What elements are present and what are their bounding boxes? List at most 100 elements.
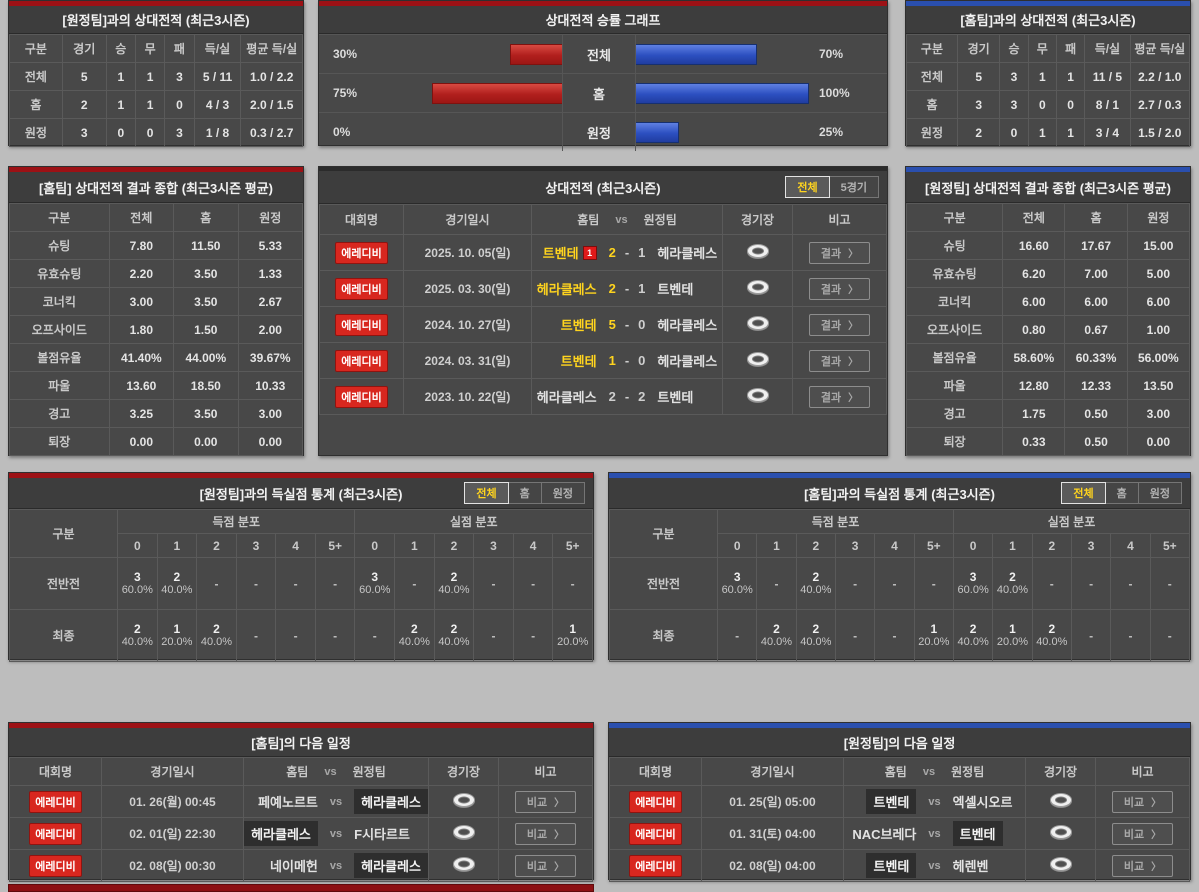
dist-cell: - xyxy=(512,609,554,662)
dist-cell: - xyxy=(1149,609,1191,662)
stadium-icon[interactable] xyxy=(1048,824,1074,844)
row-label: 볼점유율 xyxy=(9,343,110,372)
panel-title: [원정팀]과의 득실점 통계 (최근3시즌) xyxy=(199,486,403,502)
cell: 15.00 xyxy=(1126,231,1191,260)
panel-top-border xyxy=(319,167,887,171)
tab-전체[interactable]: 전체 xyxy=(464,482,509,504)
chevron-right-icon: 〉 xyxy=(554,830,565,841)
cell: 11 / 5 xyxy=(1084,62,1131,91)
column-header: 비고 xyxy=(792,204,887,235)
schedule_home-table: 대회명 경기일시 홈팀 vs 원정팀 경기장 비고 에레디비 01. 26(월) 00:45 페예… xyxy=(9,757,593,882)
column-header: 5+ xyxy=(314,533,356,558)
schedule-row: 에레디비 01. 26(월) 00:45 페예노르트 vs 헤라클레스 비교 〉 xyxy=(9,785,593,818)
tab-5경기[interactable]: 5경기 xyxy=(828,176,879,198)
date-cell: 01. 25(일) 05:00 xyxy=(701,785,844,818)
dist-cell: - xyxy=(1070,557,1112,610)
note-button[interactable]: 비교 〉 xyxy=(514,854,577,877)
stadium-cell xyxy=(428,785,499,818)
stadium-icon[interactable] xyxy=(1048,792,1074,812)
row-label: 원정 xyxy=(906,118,958,147)
stadium-icon[interactable] xyxy=(451,856,477,876)
note-button[interactable]: 비교 〉 xyxy=(1111,854,1174,877)
table-header-row: 대회명 경기일시 홈팀 vs 원정팀 경기장 비고 xyxy=(319,204,887,235)
stadium-icon[interactable] xyxy=(451,792,477,812)
home-team-name: 헤라클레스 xyxy=(244,821,318,846)
cell: 2 xyxy=(61,90,107,119)
teams-cell: 트벤테 vs 헤렌벤 xyxy=(843,849,1026,882)
note-button[interactable]: 결과 〉 xyxy=(808,313,871,336)
blue-bar xyxy=(636,121,680,143)
league-cell: 에레디비 xyxy=(609,817,702,850)
stadium-icon[interactable] xyxy=(1048,856,1074,876)
group-header-goals: 득점 분포 xyxy=(116,509,356,534)
date-cell: 01. 26(월) 00:45 xyxy=(101,785,244,818)
dist-row: 전반전 3 60.0% -2 40.0% - - -3 60.0% 2 40.0% - - - - xyxy=(609,557,1191,610)
row-label: 코너킥 xyxy=(905,287,1004,316)
dist-cell: - xyxy=(756,557,797,610)
row-label: 슈팅 xyxy=(9,231,110,260)
away-accent-strip xyxy=(906,167,1190,172)
chevron-right-icon: 〉 xyxy=(848,357,859,368)
dist-cell: 1 20.0% xyxy=(992,609,1033,662)
tab-원정[interactable]: 원정 xyxy=(540,482,585,504)
note-button[interactable]: 결과 〉 xyxy=(808,349,871,372)
column-header: 0 xyxy=(354,533,396,558)
cell: 0.50 xyxy=(1064,399,1128,428)
column-header: 1 xyxy=(992,533,1033,558)
league-cell: 에레디비 xyxy=(319,306,404,343)
chart-row: 30% 전체 70% xyxy=(319,34,887,73)
teams-cell: NAC브레다 vs 트벤테 xyxy=(843,817,1026,850)
tab-홈[interactable]: 홈 xyxy=(507,482,542,504)
dist-cell: - xyxy=(275,557,316,610)
panel-h2h-record-vs-home: [홈팀]과의 상대전적 (최근3시즌) 구분 경기 승 무 패 득/실 평균 득/실 전체 5 3… xyxy=(905,0,1191,147)
row-group-header: 구분 xyxy=(9,509,118,558)
note-button[interactable]: 결과 〉 xyxy=(808,241,871,264)
away-score: 1 xyxy=(638,245,646,260)
stadium-icon[interactable] xyxy=(745,315,771,335)
note-button[interactable]: 비교 〉 xyxy=(514,822,577,845)
schedule-row: 에레디비 02. 08(일) 04:00 트벤테 vs 헤렌벤 비교 〉 xyxy=(609,849,1190,882)
note-button[interactable]: 비교 〉 xyxy=(514,790,577,813)
percent-value: 20.0% xyxy=(161,636,193,648)
stadium-cell xyxy=(722,378,793,415)
percent-value: 60.0% xyxy=(121,584,153,596)
panel-awayteam-result-summary: [원정팀] 상대전적 결과 종합 (최근3시즌 평균) 구분 전체 홈 원정 슈팅 16.… xyxy=(905,166,1191,456)
stadium-icon[interactable] xyxy=(451,824,477,844)
cell: 0 xyxy=(999,118,1029,147)
panel-title: [원정팀] 상대전적 결과 종합 (최근3시즌 평균) xyxy=(925,180,1171,196)
count-value: 3 xyxy=(733,570,741,584)
teams-cell: 트벤테 vs 엑셀시오르 xyxy=(843,785,1026,818)
away-team-name: F시타르트 xyxy=(354,827,410,842)
stadium-icon[interactable] xyxy=(745,351,771,371)
note-button[interactable]: 비교 〉 xyxy=(1111,822,1174,845)
cell: 1.33 xyxy=(237,259,304,288)
note-button-label: 비교 xyxy=(1123,860,1145,873)
row-label: 유효슈팅 xyxy=(905,259,1004,288)
column-header: 2 xyxy=(1031,533,1072,558)
tab-전체[interactable]: 전체 xyxy=(785,176,830,198)
column-header: 5+ xyxy=(1149,533,1191,558)
column-header: 경기일시 xyxy=(403,204,532,235)
note-button[interactable]: 결과 〉 xyxy=(808,277,871,300)
stadium-icon[interactable] xyxy=(745,243,771,263)
column-header: 0 xyxy=(952,533,994,558)
note-button[interactable]: 비교 〉 xyxy=(1111,790,1174,813)
tab-홈[interactable]: 홈 xyxy=(1104,482,1139,504)
note-cell: 결과 〉 xyxy=(792,234,887,271)
column-header: 2 xyxy=(795,533,836,558)
stadium-cell xyxy=(428,817,499,850)
cell: 0.50 xyxy=(1064,427,1128,456)
cell: 58.60% xyxy=(1002,343,1066,372)
league-cell: 에레디비 xyxy=(9,849,102,882)
league-badge: 에레디비 xyxy=(29,854,82,877)
stadium-icon[interactable] xyxy=(745,387,771,407)
score: 2-1 xyxy=(609,281,646,296)
stadium-icon[interactable] xyxy=(745,279,771,299)
tab-원정[interactable]: 원정 xyxy=(1137,482,1182,504)
tab-전체[interactable]: 전체 xyxy=(1061,482,1106,504)
teams-cell: 트벤테 1-0 헤라클레스 xyxy=(531,342,723,379)
note-button[interactable]: 결과 〉 xyxy=(808,385,871,408)
cell: 7.00 xyxy=(1064,259,1128,288)
date-cell: 02. 01(일) 22:30 xyxy=(101,817,244,850)
